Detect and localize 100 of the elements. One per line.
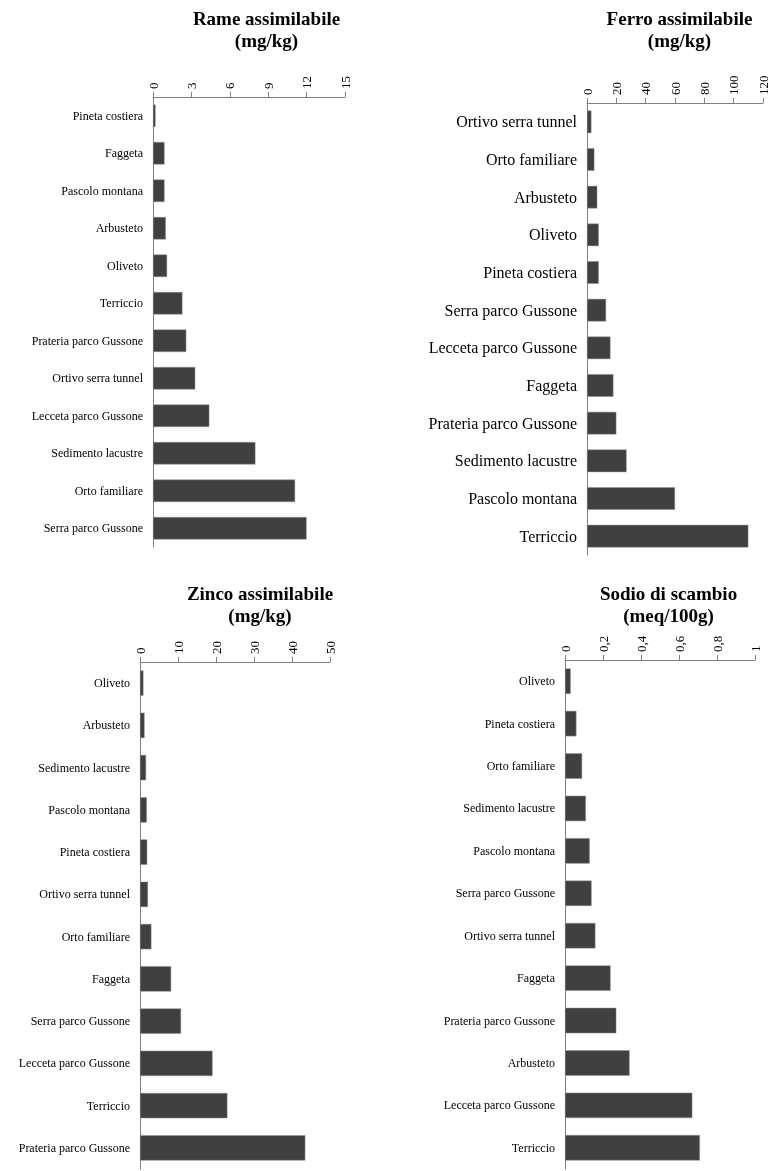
- x-tick-label: 120: [755, 75, 771, 95]
- x-tick-label: 3: [183, 82, 199, 89]
- y-tick-label: Prateria parco Gussone: [443, 1013, 555, 1028]
- y-tick-label: Lecceta parco Gussone: [31, 408, 143, 423]
- chart-title: Zinco assimilabile (mg/kg): [186, 582, 334, 627]
- x-tick-label: 1: [747, 645, 763, 652]
- bar: [565, 710, 577, 737]
- bar: [587, 148, 595, 171]
- bar: [587, 449, 627, 473]
- y-tick-label: Faggeta: [105, 146, 144, 161]
- bar: [140, 670, 144, 696]
- bar: [587, 110, 592, 134]
- bar: [153, 404, 210, 427]
- bar: [153, 517, 307, 540]
- y-tick-label: Pineta costiera: [483, 264, 577, 281]
- bar: [140, 1092, 228, 1119]
- bar: [140, 839, 148, 865]
- x-tick-label: 30: [246, 641, 262, 654]
- bar: [565, 668, 571, 694]
- y-tick-label: Pineta costiera: [59, 845, 131, 860]
- bar: [565, 922, 596, 949]
- y-tick-label: Pascolo montana: [61, 183, 144, 198]
- y-tick-label: Orto familiare: [74, 483, 143, 498]
- bar: [565, 838, 590, 864]
- x-tick-label: 100: [726, 75, 742, 95]
- y-tick-label: Prateria parco Gussone: [31, 333, 143, 348]
- y-tick-label: Oliveto: [107, 258, 143, 273]
- y-tick-label: Faggeta: [526, 377, 577, 395]
- x-tick-label: 0,4: [633, 635, 649, 652]
- y-tick-label: Sedimento lacustre: [38, 760, 130, 775]
- y-tick-label: Sedimento lacustre: [454, 452, 577, 470]
- bar: [140, 797, 147, 823]
- bar: [140, 1135, 306, 1161]
- x-tick-label: 0,2: [595, 635, 611, 652]
- y-tick-label: Serra parco Gussone: [455, 886, 555, 901]
- x-tick-label: 10: [170, 641, 186, 654]
- bar: [153, 104, 156, 127]
- bar: [153, 254, 168, 277]
- y-tick-label: Orto familiare: [61, 929, 130, 944]
- bar: [587, 223, 599, 247]
- bar: [153, 367, 196, 390]
- bar: [565, 1135, 700, 1161]
- bar: [140, 712, 145, 739]
- x-tick-label: 80: [696, 82, 712, 95]
- x-tick-label: 9: [260, 82, 276, 89]
- y-tick-label: Prateria parco Gussone: [428, 414, 577, 433]
- x-tick-label: 20: [608, 82, 624, 95]
- x-tick-label: 40: [284, 641, 300, 654]
- y-tick-label: Pineta costiera: [72, 108, 144, 123]
- y-tick-label: Serra parco Gussone: [444, 301, 577, 320]
- y-tick-label: Prateria parco Gussone: [18, 1140, 130, 1155]
- x-tick-label: 50: [322, 641, 338, 654]
- bar: [587, 298, 607, 322]
- bar: [565, 753, 583, 779]
- bar: [153, 292, 183, 315]
- x-tick-label: 0: [579, 88, 595, 95]
- y-tick-label: Pascolo montana: [48, 802, 131, 817]
- bar: [565, 1007, 617, 1034]
- y-tick-label: Serra parco Gussone: [43, 521, 143, 536]
- bar: [587, 185, 598, 209]
- bar: [153, 217, 166, 240]
- x-tick-label: 0: [132, 647, 148, 654]
- chart-title: Ferro assimilabile (mg/kg): [606, 7, 753, 52]
- y-tick-label: Faggeta: [517, 971, 556, 986]
- bar: [587, 487, 675, 510]
- y-tick-label: Sedimento lacustre: [51, 446, 143, 461]
- y-tick-label: Faggeta: [92, 971, 131, 986]
- bar: [140, 754, 147, 781]
- y-tick-label: Terriccio: [511, 1140, 555, 1155]
- y-tick-label: Ortivo serra tunnel: [52, 371, 144, 386]
- y-tick-label: Arbusteto: [507, 1055, 555, 1070]
- y-tick-label: Oliveto: [529, 226, 577, 244]
- bar: [587, 336, 611, 360]
- y-tick-label: Sedimento lacustre: [463, 801, 555, 816]
- bar: [153, 142, 165, 165]
- y-tick-label: Orto familiare: [485, 151, 577, 168]
- x-tick-label: 0: [145, 82, 161, 89]
- y-tick-label: Ortivo serra tunnel: [39, 887, 131, 902]
- x-tick-label: 60: [667, 82, 683, 95]
- x-tick-label: 12: [299, 76, 315, 89]
- y-tick-label: Lecceta parco Gussone: [18, 1056, 130, 1071]
- bar: [565, 1050, 630, 1076]
- y-tick-label: Terriccio: [86, 1098, 130, 1113]
- x-tick-label: 15: [337, 76, 353, 89]
- x-tick-label: 0,6: [671, 635, 687, 652]
- bar: [565, 795, 586, 822]
- bar: [153, 442, 256, 465]
- bar: [140, 1050, 213, 1077]
- bar: [587, 261, 599, 284]
- bar: [153, 329, 187, 352]
- x-tick-label: 20: [208, 641, 224, 654]
- y-tick-label: Serra parco Gussone: [30, 1014, 130, 1029]
- y-tick-label: Terriccio: [99, 296, 143, 311]
- y-tick-label: Ortivo serra tunnel: [456, 113, 578, 131]
- y-tick-label: Pascolo montana: [473, 843, 556, 858]
- y-tick-label: Pascolo montana: [468, 490, 577, 507]
- y-tick-label: Lecceta parco Gussone: [428, 339, 577, 358]
- y-tick-label: Arbusteto: [513, 188, 577, 206]
- y-tick-label: Lecceta parco Gussone: [443, 1098, 555, 1113]
- bar: [565, 1092, 693, 1119]
